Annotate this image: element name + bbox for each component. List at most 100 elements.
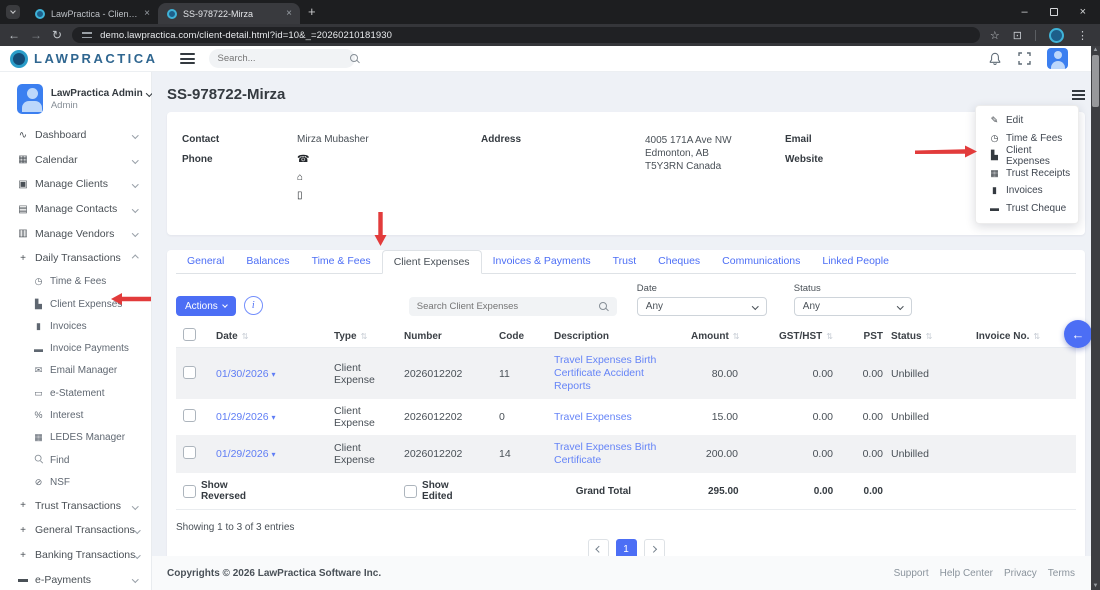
sidebar-item-calendar[interactable]: ▦Calendar [0, 148, 151, 173]
show-reversed-toggle[interactable]: Show Reversed [183, 480, 275, 502]
sidebar-item-manage-vendors[interactable]: ▥Manage Vendors [0, 221, 151, 246]
sidebar-item-trust-transactions[interactable]: +Trust Transactions [0, 494, 151, 519]
browser-tab-2-active[interactable]: SS-978722-Mirza × [158, 3, 300, 24]
tab-trust[interactable]: Trust [602, 250, 648, 273]
column-header-code[interactable]: Code [499, 326, 554, 347]
notifications-bell-icon[interactable] [988, 52, 1002, 66]
browser-menu-icon[interactable]: ⋮ [1077, 29, 1088, 42]
sidebar-item-email-manager[interactable]: ✉Email Manager [0, 360, 151, 382]
tab-close-icon[interactable]: × [286, 8, 292, 19]
tab-search-button[interactable] [6, 5, 20, 19]
sidebar-item-dashboard[interactable]: ∿Dashboard [0, 123, 151, 148]
footer-link-support[interactable]: Support [894, 568, 929, 579]
row-checkbox[interactable] [183, 409, 196, 422]
footer-link-privacy[interactable]: Privacy [1004, 568, 1037, 579]
date-link[interactable]: 01/29/2026 ▾ [216, 411, 276, 423]
sidebar-item-e-payments[interactable]: ▬e-Payments [0, 567, 151, 590]
sidebar-item-nsf[interactable]: ⊘NSF [0, 471, 151, 493]
user-avatar[interactable] [1047, 48, 1068, 69]
menu-item-invoices[interactable]: ▮Invoices [976, 182, 1078, 200]
date-link[interactable]: 01/29/2026 ▾ [216, 448, 276, 460]
tab-balances[interactable]: Balances [235, 250, 300, 273]
column-header-type[interactable]: Type⇅ [334, 326, 404, 347]
column-header-status[interactable]: Status⇅ [891, 326, 976, 347]
collapse-panel-button[interactable]: ← [1064, 320, 1092, 348]
menu-item-trust-cheque[interactable]: ▬Trust Cheque [976, 200, 1078, 218]
sidebar-item-e-statement[interactable]: ▭e-Statement [0, 382, 151, 404]
global-search-input[interactable] [218, 53, 350, 64]
status-filter-select[interactable]: Any [794, 297, 912, 316]
fullscreen-icon[interactable] [1018, 52, 1031, 65]
browser-tab-1[interactable]: LawPractica - Client Centre × [26, 3, 158, 24]
global-search[interactable] [209, 49, 355, 68]
column-header-description[interactable]: Description [554, 326, 691, 347]
description-link[interactable]: Travel Expenses Birth Certificate Accide… [554, 354, 685, 393]
row-checkbox[interactable] [183, 366, 196, 379]
select-all-checkbox[interactable] [183, 328, 196, 341]
new-tab-button[interactable]: + [308, 4, 316, 19]
browser-profile-avatar[interactable] [1049, 28, 1064, 43]
window-maximize-button[interactable] [1050, 8, 1058, 16]
tab-invoices-payments[interactable]: Invoices & Payments [482, 250, 602, 273]
sidebar-item-invoice-payments[interactable]: ▬Invoice Payments [0, 337, 151, 359]
footer-link-help-center[interactable]: Help Center [940, 568, 993, 579]
description-link[interactable]: Travel Expenses [554, 411, 685, 424]
sidebar-item-banking-transactions[interactable]: +Banking Transactions [0, 543, 151, 568]
menu-item-edit[interactable]: ✎Edit [976, 112, 1078, 130]
sidebar-item-invoices[interactable]: ▮Invoices [0, 315, 151, 337]
description-link[interactable]: Travel Expenses Birth Certificate [554, 441, 685, 467]
address-bar[interactable]: demo.lawpractica.com/client-detail.html?… [72, 27, 980, 43]
info-button[interactable]: i [244, 296, 263, 315]
column-header-date[interactable]: Date⇅ [216, 326, 334, 347]
tab-close-icon[interactable]: × [144, 8, 150, 19]
tab-time-fees[interactable]: Time & Fees [301, 250, 382, 273]
column-header-gst[interactable]: GST/HST⇅ [746, 326, 841, 347]
tab-communications[interactable]: Communications [711, 250, 811, 273]
bookmark-star-icon[interactable]: ☆ [990, 29, 1000, 42]
column-header-pst[interactable]: PST [841, 326, 891, 347]
chevron-down-icon[interactable] [146, 90, 152, 96]
show-edited-toggle[interactable]: Show Edited [404, 480, 482, 502]
actions-button[interactable]: Actions [176, 296, 236, 316]
scroll-up-icon[interactable]: ▲ [1093, 46, 1099, 54]
tab-cheques[interactable]: Cheques [647, 250, 711, 273]
show-reversed-checkbox[interactable] [183, 485, 196, 498]
page-scrollbar[interactable]: ▲ ▼ [1091, 46, 1100, 590]
sidebar-item-find[interactable]: Find [0, 449, 151, 471]
column-header-amount[interactable]: Amount⇅ [691, 326, 746, 347]
lawpractica-logo[interactable]: LAWPRACTICA [10, 50, 158, 68]
column-header-invoice-no[interactable]: Invoice No.⇅ [976, 326, 1076, 347]
menu-item-trust-receipts[interactable]: ▦Trust Receipts [976, 165, 1078, 183]
site-info-icon[interactable] [82, 31, 92, 39]
row-checkbox[interactable] [183, 446, 196, 459]
date-link[interactable]: 01/30/2026 ▾ [216, 368, 276, 380]
sidebar-item-manage-clients[interactable]: ▣Manage Clients [0, 172, 151, 197]
page-menu-icon[interactable] [1072, 88, 1085, 102]
menu-item-client-expenses[interactable]: ▙Client Expenses [976, 147, 1078, 165]
back-icon[interactable]: ← [8, 29, 20, 41]
scroll-down-icon[interactable]: ▼ [1093, 582, 1099, 590]
expenses-search-input[interactable] [417, 301, 599, 312]
sidebar-item-manage-contacts[interactable]: ▤Manage Contacts [0, 197, 151, 222]
sidebar-item-interest[interactable]: %Interest [0, 404, 151, 426]
sidebar-user-block[interactable]: LawPractica Admin Admin [0, 84, 151, 114]
sidebar-item-daily-transactions[interactable]: +Daily Transactions [0, 246, 151, 271]
extensions-icon[interactable]: ⊡ [1013, 29, 1022, 42]
reload-icon[interactable]: ↻ [52, 29, 62, 41]
expenses-search[interactable] [409, 297, 617, 316]
window-close-button[interactable]: × [1080, 6, 1086, 18]
tab-linked-people[interactable]: Linked People [811, 250, 900, 273]
sidebar-item-ledes-manager[interactable]: ▦LEDES Manager [0, 427, 151, 449]
sidebar-toggle-icon[interactable] [180, 51, 195, 67]
date-filter-select[interactable]: Any [637, 297, 767, 316]
window-minimize-button[interactable]: – [1021, 6, 1027, 18]
tab-client-expenses[interactable]: Client Expenses [382, 250, 482, 274]
sidebar-item-general-transactions[interactable]: +General Transactions [0, 518, 151, 543]
sidebar-item-time-fees[interactable]: ◷Time & Fees [0, 271, 151, 293]
footer-link-terms[interactable]: Terms [1048, 568, 1075, 579]
forward-icon[interactable]: → [30, 29, 42, 41]
scrollbar-thumb[interactable] [1092, 55, 1099, 107]
column-header-number[interactable]: Number [404, 326, 499, 347]
tab-general[interactable]: General [176, 250, 235, 273]
show-edited-checkbox[interactable] [404, 485, 417, 498]
